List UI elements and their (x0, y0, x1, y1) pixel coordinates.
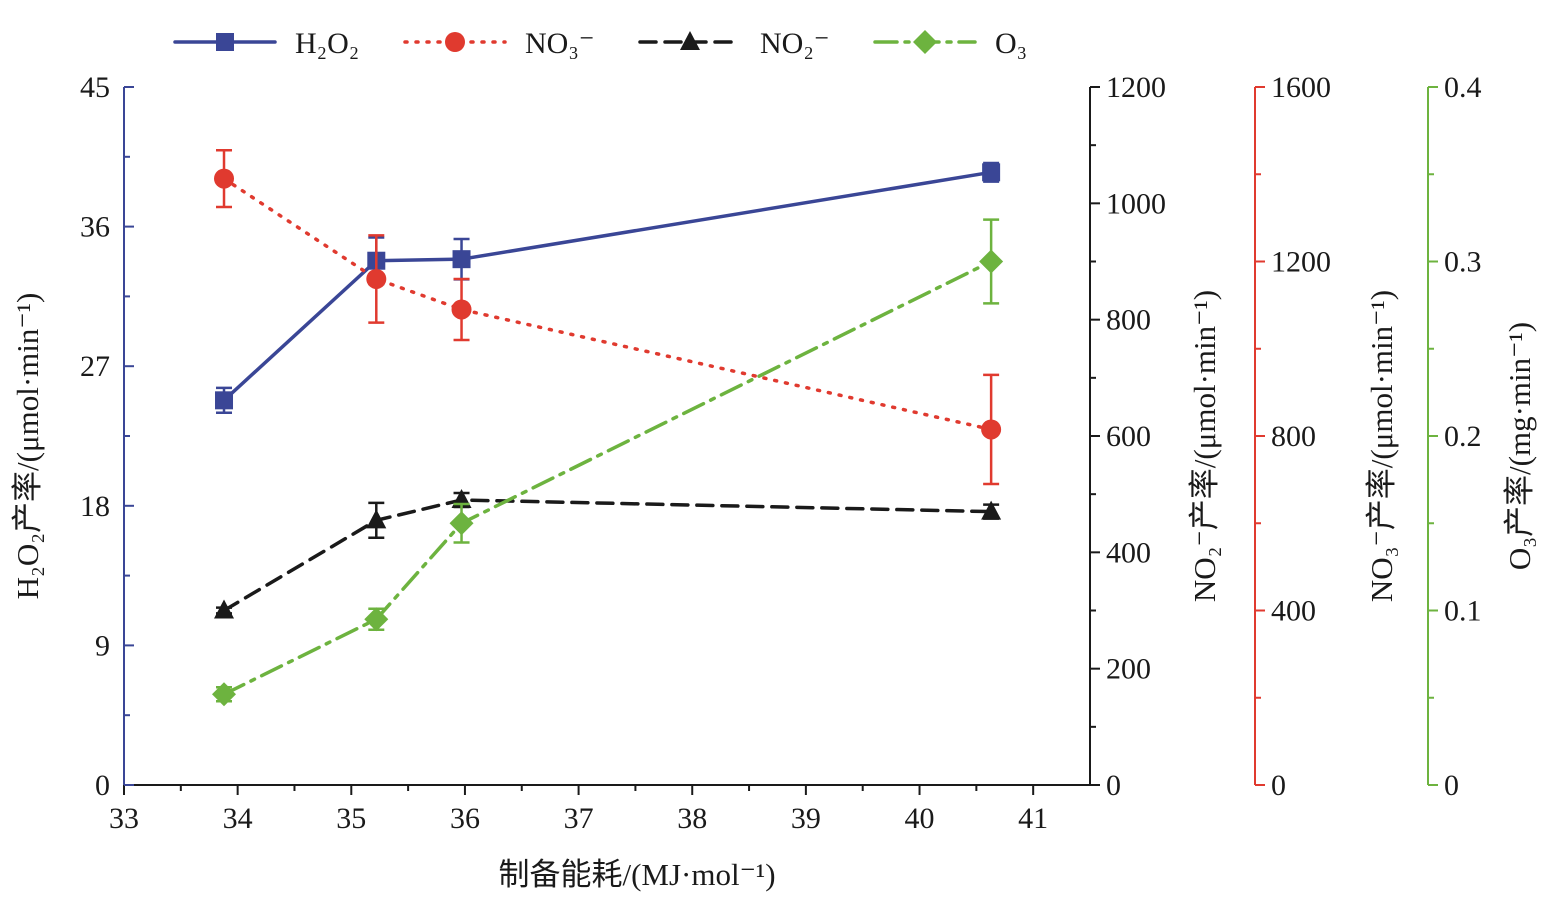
y-axis-no3: 0 400 800 1200 1600 NO₃⁻产率/(μmol·min⁻¹) (1254, 71, 1399, 802)
x-tick-label: 40 (905, 802, 935, 835)
point-marker (981, 419, 1002, 440)
y-axis-title-h2o2: H₂O₂产率/(μmol·min⁻¹) (10, 293, 45, 600)
y-axis-title-o3: O₃产率/(mg·min⁻¹) (1502, 322, 1537, 570)
y-tick-label: 0.3 (1444, 246, 1482, 279)
point-marker (982, 163, 1001, 182)
y-tick-label: 600 (1106, 420, 1151, 453)
y-axis-title-no2: NO₂⁻产率/(μmol·min⁻¹) (1187, 290, 1222, 602)
point-marker (979, 249, 1004, 274)
y-tick-label: 1000 (1106, 187, 1166, 220)
x-tick-label: 34 (223, 802, 253, 835)
y-tick-label: 1200 (1271, 246, 1331, 279)
y-tick-label: 9 (95, 629, 110, 662)
y-tick-label: 0 (1444, 769, 1459, 802)
legend-label: NO₃⁻ (525, 27, 595, 60)
series-3 (212, 218, 1004, 707)
point-marker (364, 607, 389, 632)
x-tick-label: 33 (109, 802, 139, 835)
point-marker (452, 250, 471, 269)
point-marker (366, 268, 387, 289)
series-2 (214, 488, 1002, 619)
legend-label: O₃ (995, 27, 1027, 60)
x-axis-title: 制备能耗/(MJ·mol⁻¹) (498, 857, 775, 892)
series-0 (215, 161, 1001, 414)
legend-label: H₂O₂ (295, 27, 359, 60)
y-tick-label: 0 (95, 769, 110, 802)
x-tick-label: 35 (336, 802, 366, 835)
y-tick-label: 0.4 (1444, 71, 1482, 104)
series-line (222, 170, 993, 403)
x-tick-label: 36 (450, 802, 480, 835)
y-tick-label: 800 (1106, 304, 1151, 337)
point-marker (981, 500, 1002, 520)
series-line (222, 176, 993, 432)
y-tick-label: 1200 (1106, 71, 1166, 104)
x-tick-label: 39 (791, 802, 821, 835)
legend-label: NO₂⁻ (760, 27, 830, 60)
point-marker (449, 511, 474, 536)
y-tick-label: 36 (80, 211, 110, 244)
y-tick-label: 0.1 (1444, 595, 1482, 628)
point-marker (214, 599, 235, 619)
point-marker (214, 168, 235, 189)
y-axis-title-no3: NO₃⁻产率/(μmol·min⁻¹) (1364, 290, 1399, 602)
point-marker (451, 299, 472, 320)
point-marker (913, 30, 937, 54)
y-tick-label: 1600 (1271, 71, 1331, 104)
point-marker (215, 391, 234, 410)
y-tick-label: 200 (1106, 653, 1151, 686)
x-axis: 33 34 35 36 37 38 39 40 41 制备能耗/(MJ·mol⁻¹) (109, 784, 1090, 892)
y-tick-label: 800 (1271, 420, 1316, 453)
y-tick-label: 45 (80, 71, 110, 104)
point-marker (680, 31, 700, 50)
point-marker (445, 32, 465, 52)
series-1 (214, 149, 1002, 486)
y-axis-o3: 0 0.1 0.2 0.3 0.4 O₃产率/(mg·min⁻¹) (1427, 71, 1537, 802)
series-line (222, 498, 993, 613)
x-tick-label: 41 (1018, 802, 1048, 835)
y-tick-label: 0.2 (1444, 420, 1482, 453)
legend: H₂O₂ NO₃⁻ NO₂⁻ O₃ (173, 27, 1027, 60)
point-marker (216, 33, 234, 51)
y-tick-label: 18 (80, 490, 110, 523)
point-marker (366, 509, 387, 529)
y-tick-label: 0 (1271, 769, 1286, 802)
x-tick-label: 37 (564, 802, 594, 835)
y-axis-h2o2: 0 9 18 27 36 45 H₂O₂产率/(μmol·min⁻¹) (10, 71, 134, 802)
x-tick-label: 38 (677, 802, 707, 835)
y-tick-label: 400 (1106, 536, 1151, 569)
point-marker (212, 682, 237, 707)
y-tick-label: 0 (1106, 769, 1121, 802)
y-tick-label: 27 (80, 350, 110, 383)
y-tick-label: 400 (1271, 595, 1316, 628)
y-axis-no2: 0 200 400 600 800 1000 1200 NO₂⁻产率/(μmol·min⁻¹) (1089, 71, 1222, 802)
series-line (222, 259, 993, 697)
